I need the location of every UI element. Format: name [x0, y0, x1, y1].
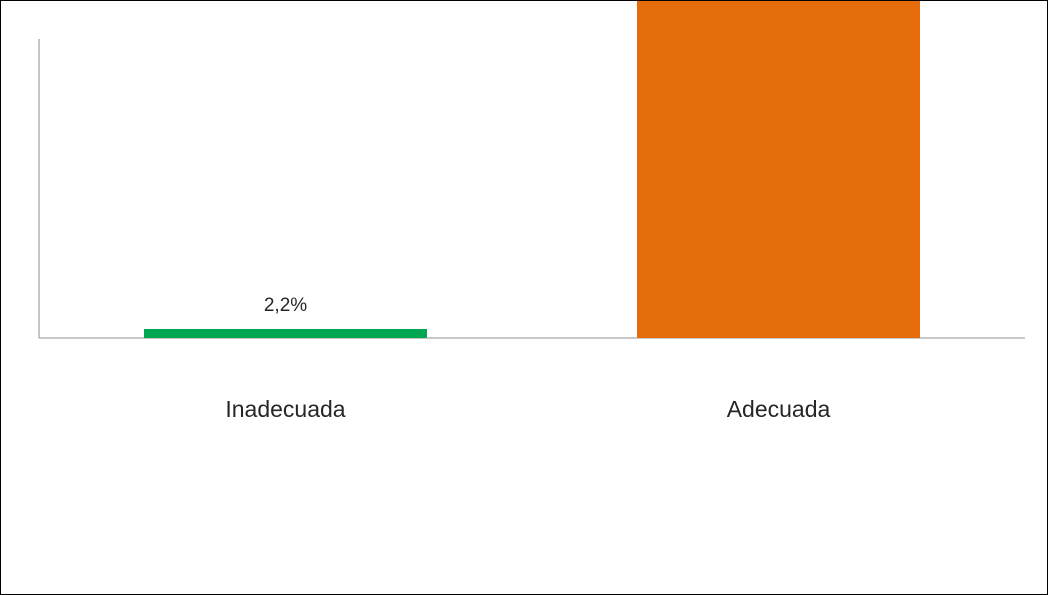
data-label-inadecuada: 2,2%: [264, 295, 307, 316]
category-label-adecuada: Adecuada: [727, 396, 831, 422]
bar-inadecuada: [144, 328, 427, 338]
category-labels-group: Inadecuada Adecuada: [225, 396, 830, 422]
data-labels-group: 2,2%97,8%: [264, 295, 307, 316]
category-label-inadecuada: Inadecuada: [225, 396, 345, 422]
bar-adecuada: [637, 1, 920, 339]
bars-group: [144, 1, 920, 339]
